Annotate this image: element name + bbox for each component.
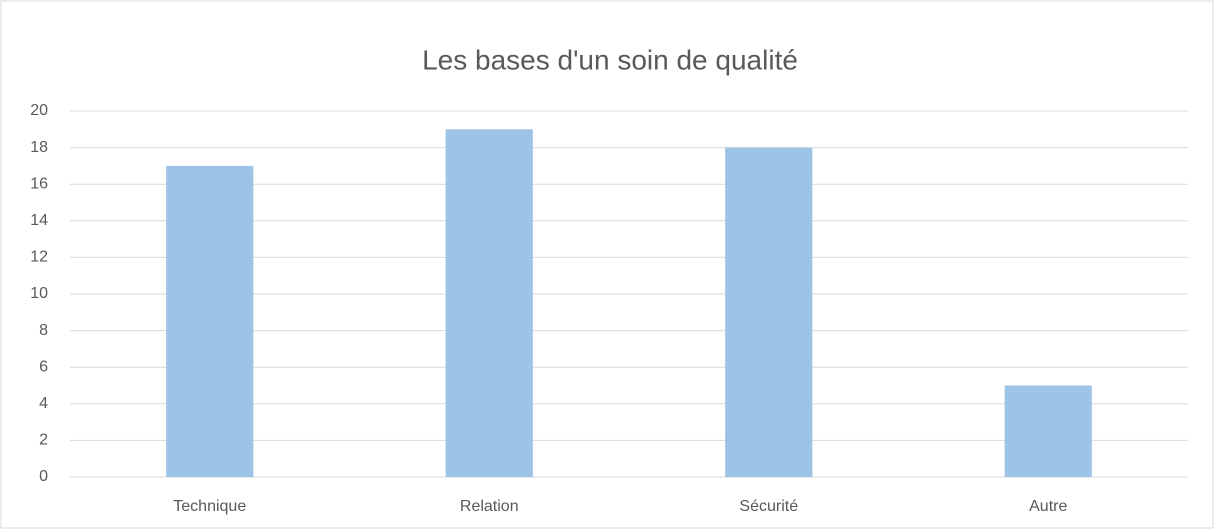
y-tick-label: 18 bbox=[30, 139, 48, 156]
bar bbox=[445, 129, 533, 478]
y-tick-label: 6 bbox=[39, 358, 48, 375]
x-tick-label: Sécurité bbox=[739, 498, 798, 515]
x-tick-label: Relation bbox=[460, 498, 519, 515]
x-tick-label: Technique bbox=[173, 498, 246, 515]
x-tick-label: Autre bbox=[1029, 498, 1067, 515]
bar bbox=[725, 147, 813, 477]
bar bbox=[1004, 385, 1092, 477]
y-tick-label: 8 bbox=[39, 322, 48, 339]
y-tick-label: 10 bbox=[30, 285, 48, 302]
chart-title: Les bases d'un soin de qualité bbox=[422, 44, 798, 75]
y-tick-label: 20 bbox=[30, 102, 48, 119]
y-tick-label: 14 bbox=[30, 212, 48, 229]
y-tick-label: 12 bbox=[30, 249, 48, 266]
y-tick-label: 4 bbox=[39, 395, 48, 412]
y-tick-label: 16 bbox=[30, 175, 48, 192]
y-tick-label: 0 bbox=[39, 468, 48, 485]
bar bbox=[166, 165, 254, 477]
y-tick-label: 2 bbox=[39, 432, 48, 449]
